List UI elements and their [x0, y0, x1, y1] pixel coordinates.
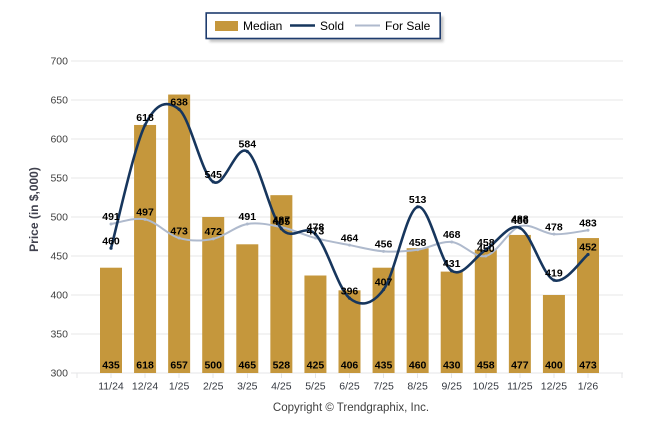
svg-text:425: 425	[307, 360, 325, 372]
svg-text:465: 465	[239, 360, 257, 372]
svg-text:Sold: Sold	[320, 19, 344, 33]
svg-text:12/24: 12/24	[132, 381, 158, 393]
svg-text:400: 400	[50, 290, 68, 302]
svg-text:4/25: 4/25	[271, 381, 292, 393]
svg-text:400: 400	[545, 360, 563, 372]
svg-text:468: 468	[443, 229, 461, 241]
svg-text:483: 483	[579, 217, 597, 229]
svg-text:600: 600	[50, 134, 68, 146]
svg-text:464: 464	[341, 232, 359, 244]
svg-text:11/25: 11/25	[507, 381, 533, 393]
svg-text:473: 473	[307, 225, 325, 237]
svg-text:12/25: 12/25	[541, 381, 567, 393]
svg-text:473: 473	[170, 225, 188, 237]
svg-text:472: 472	[204, 226, 222, 238]
svg-text:Median: Median	[243, 19, 282, 33]
svg-text:419: 419	[545, 267, 563, 279]
svg-text:650: 650	[50, 95, 68, 107]
svg-text:458: 458	[477, 237, 495, 249]
svg-text:528: 528	[273, 360, 291, 372]
svg-text:450: 450	[477, 243, 495, 255]
svg-text:477: 477	[511, 360, 529, 372]
svg-text:550: 550	[50, 173, 68, 185]
svg-text:618: 618	[136, 360, 154, 372]
svg-text:6/25: 6/25	[339, 381, 360, 393]
svg-text:11/24: 11/24	[98, 381, 124, 393]
svg-text:2/25: 2/25	[203, 381, 224, 393]
svg-text:460: 460	[409, 360, 427, 372]
svg-text:450: 450	[50, 251, 68, 263]
svg-text:491: 491	[239, 211, 257, 223]
svg-text:7/25: 7/25	[373, 381, 394, 393]
svg-text:478: 478	[545, 221, 563, 233]
svg-text:3/25: 3/25	[237, 381, 258, 393]
svg-text:700: 700	[50, 56, 68, 68]
svg-text:430: 430	[443, 360, 461, 372]
svg-text:618: 618	[136, 112, 154, 124]
svg-text:458: 458	[477, 360, 495, 372]
svg-text:584: 584	[239, 139, 257, 151]
svg-text:10/25: 10/25	[473, 381, 499, 393]
svg-text:491: 491	[102, 211, 120, 223]
svg-text:406: 406	[341, 360, 359, 372]
svg-text:For Sale: For Sale	[385, 19, 431, 33]
svg-text:458: 458	[409, 237, 427, 249]
svg-text:485: 485	[273, 216, 291, 228]
svg-text:431: 431	[443, 258, 461, 270]
svg-text:638: 638	[170, 97, 188, 109]
svg-text:396: 396	[341, 285, 359, 297]
svg-text:1/26: 1/26	[578, 381, 599, 393]
svg-text:300: 300	[50, 368, 68, 380]
svg-text:486: 486	[511, 215, 529, 227]
svg-text:Price (in $,000): Price (in $,000)	[27, 167, 41, 252]
svg-text:435: 435	[375, 360, 393, 372]
svg-text:452: 452	[579, 242, 597, 254]
svg-text:478: 478	[307, 221, 325, 233]
svg-text:407: 407	[375, 277, 393, 289]
svg-text:460: 460	[102, 235, 120, 247]
svg-text:435: 435	[102, 360, 120, 372]
svg-text:497: 497	[136, 207, 154, 219]
svg-text:657: 657	[170, 360, 188, 372]
svg-text:1/25: 1/25	[169, 381, 190, 393]
svg-text:350: 350	[50, 329, 68, 341]
svg-text:487: 487	[273, 214, 291, 226]
svg-text:500: 500	[204, 360, 222, 372]
svg-text:Copyright © Trendgraphix, Inc.: Copyright © Trendgraphix, Inc.	[273, 402, 429, 414]
svg-text:488: 488	[511, 214, 529, 226]
svg-text:456: 456	[375, 239, 393, 251]
svg-text:513: 513	[409, 194, 427, 206]
svg-text:8/25: 8/25	[407, 381, 428, 393]
svg-text:500: 500	[50, 212, 68, 224]
svg-text:473: 473	[579, 360, 597, 372]
svg-text:9/25: 9/25	[441, 381, 462, 393]
svg-text:545: 545	[204, 169, 222, 181]
svg-text:5/25: 5/25	[305, 381, 326, 393]
